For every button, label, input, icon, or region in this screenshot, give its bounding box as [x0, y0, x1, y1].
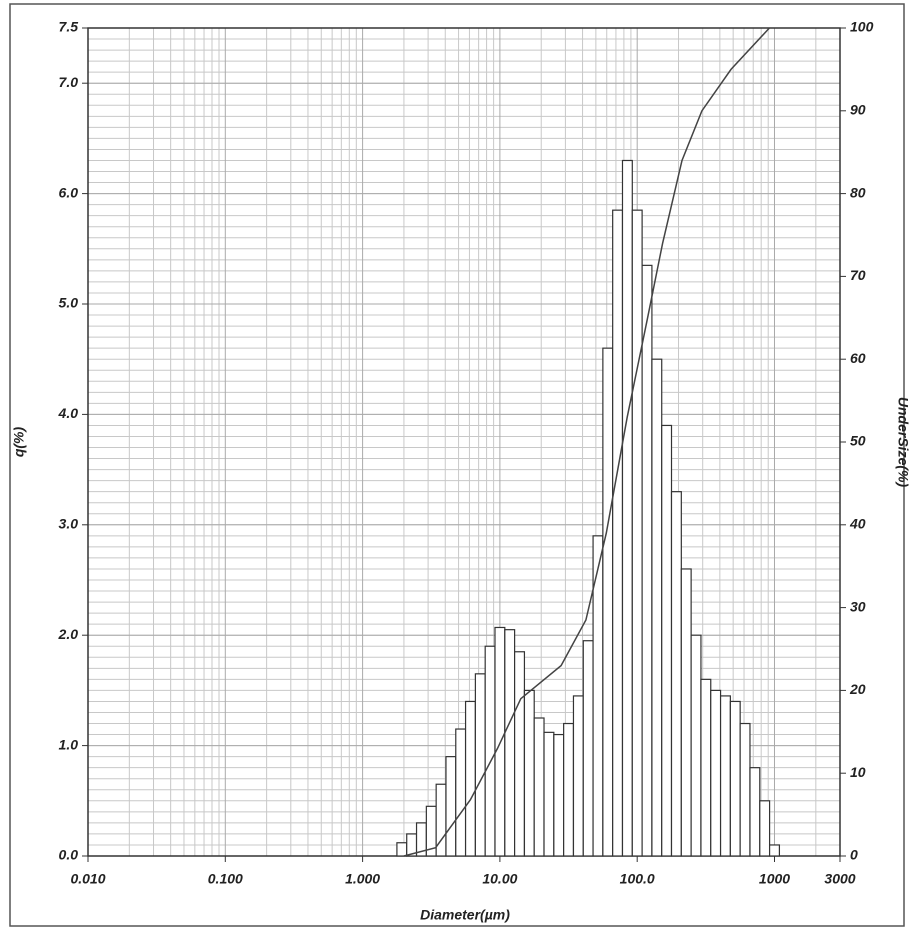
x-axis-label: Diameter(µm): [420, 907, 510, 923]
bar: [396, 842, 408, 857]
y-tick-label: 2.0: [58, 626, 79, 642]
x-tick-label: 1.000: [345, 871, 380, 887]
bar: [661, 424, 673, 857]
bar: [484, 645, 496, 857]
bar: [533, 717, 545, 857]
x-tick-label: 100.0: [620, 871, 655, 887]
bar: [523, 689, 535, 857]
y2-tick-label: 70: [850, 267, 866, 283]
y-axis-label: q(%): [11, 427, 27, 458]
x-tick-label: 0.010: [70, 871, 105, 887]
bar: [749, 767, 761, 857]
bar: [582, 640, 594, 857]
cumulative-line: [403, 27, 770, 857]
x-tick-label: 10.00: [482, 871, 517, 887]
y-tick-label: 0.0: [59, 847, 79, 863]
y2-tick-label: 20: [849, 681, 866, 697]
bar: [543, 731, 555, 857]
y-tick-label: 5.0: [59, 295, 79, 311]
x-tick-label: 3000: [824, 871, 855, 887]
y2-tick-label: 50: [850, 433, 866, 449]
bar: [670, 491, 682, 857]
bar: [553, 733, 565, 857]
y-tick-label: 6.0: [59, 184, 79, 200]
bar: [572, 695, 584, 857]
bar: [612, 209, 624, 857]
y-tick-label: 7.5: [59, 19, 79, 35]
bar: [690, 634, 702, 857]
y2-tick-label: 90: [850, 102, 866, 118]
bar: [621, 159, 633, 857]
y2-tick-label: 30: [850, 598, 866, 614]
bar: [504, 629, 516, 857]
bar: [464, 700, 476, 857]
bar: [739, 722, 751, 857]
y2-axis-label: UnderSize(%): [895, 397, 911, 488]
y-tick-label: 1.0: [59, 736, 79, 752]
bar: [455, 728, 467, 857]
bar: [768, 844, 781, 857]
bar: [680, 568, 692, 857]
bar: [563, 722, 575, 857]
bar: [700, 678, 712, 857]
bar: [719, 695, 731, 857]
bar: [445, 756, 457, 857]
bar: [729, 700, 741, 857]
y-tick-label: 7.0: [59, 74, 79, 90]
bar: [474, 673, 486, 857]
bar: [710, 689, 722, 857]
y2-tick-label: 80: [850, 184, 866, 200]
frame: [9, 3, 905, 927]
y2-tick-label: 40: [849, 516, 866, 532]
bar: [631, 209, 643, 857]
y2-tick-label: 10: [850, 764, 866, 780]
x-tick-label: 0.100: [208, 871, 243, 887]
bar: [514, 651, 526, 857]
bar: [651, 358, 663, 857]
bar: [602, 347, 614, 857]
y-tick-label: 3.0: [59, 516, 79, 532]
bar: [641, 264, 653, 857]
y-tick-label: 4.0: [58, 405, 79, 421]
y2-tick-label: 100: [850, 19, 874, 35]
bar: [759, 800, 771, 857]
y2-tick-label: 60: [850, 350, 866, 366]
x-tick-label: 1000: [759, 871, 790, 887]
y2-tick-label: 0: [850, 847, 858, 863]
